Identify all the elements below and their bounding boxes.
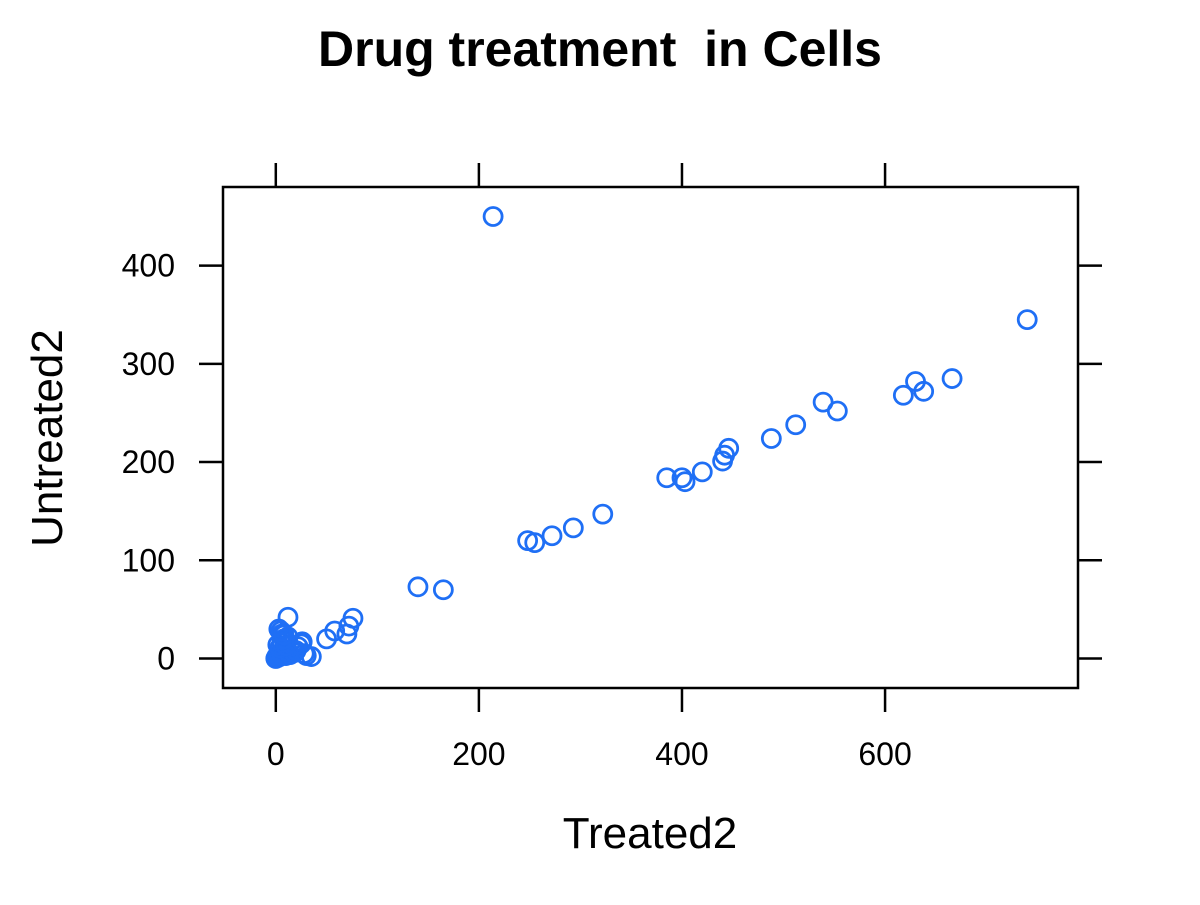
y-tick-label: 200: [122, 444, 175, 480]
data-point: [718, 437, 740, 459]
data-point: [562, 517, 584, 539]
data-point: [913, 380, 935, 402]
x-tick-label: 600: [858, 736, 911, 772]
plot-frame: [221, 185, 1080, 690]
data-point: [760, 428, 782, 449]
y-axis-label: Untreated2: [23, 329, 72, 547]
data-point: [941, 368, 963, 389]
data-point: [324, 620, 346, 642]
data-point: [1016, 309, 1038, 331]
data-point: [432, 579, 454, 601]
data-point: [671, 467, 693, 489]
data-point: [785, 414, 807, 436]
data-points: [265, 206, 1038, 669]
data-point: [342, 607, 364, 629]
x-tick-label: 200: [452, 736, 505, 772]
y-tick-label: 100: [122, 542, 175, 578]
data-point: [674, 471, 696, 493]
y-tick-label: 300: [122, 346, 175, 382]
chart-title: Drug treatment in Cells: [318, 21, 882, 77]
x-axis-label: Treated2: [563, 809, 737, 858]
data-point: [300, 646, 322, 667]
x-axis-ticks: 0 200 400 600: [267, 163, 912, 772]
data-point: [407, 576, 429, 598]
data-point: [291, 631, 313, 653]
y-tick-label: 0: [157, 641, 175, 677]
data-point: [826, 400, 848, 422]
data-point: [541, 525, 563, 547]
data-point: [270, 620, 292, 642]
data-point: [524, 532, 546, 554]
y-axis-ticks: 0 100 200 300 400: [122, 248, 1102, 677]
x-tick-label: 0: [267, 736, 285, 772]
data-point: [482, 206, 504, 227]
data-point: [592, 503, 614, 525]
y-tick-label: 400: [122, 248, 175, 284]
data-point: [691, 461, 713, 483]
x-tick-label: 400: [655, 736, 708, 772]
data-point: [892, 384, 914, 406]
data-point: [273, 624, 295, 646]
